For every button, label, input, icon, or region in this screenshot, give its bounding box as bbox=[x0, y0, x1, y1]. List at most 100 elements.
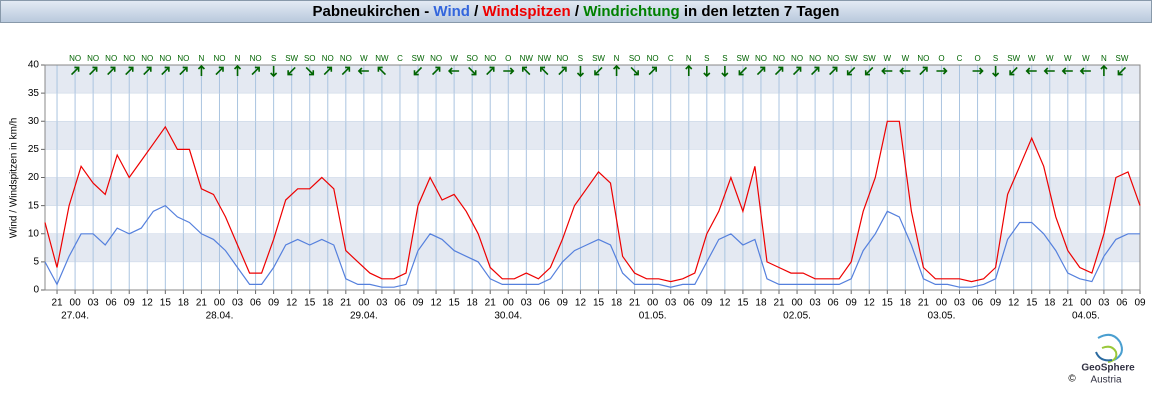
wind-direction-label: SO bbox=[304, 54, 316, 63]
wind-direction-label: S bbox=[722, 54, 727, 63]
x-tick-label: 18 bbox=[322, 298, 334, 309]
logo-text: Austria bbox=[1090, 375, 1122, 386]
wind-direction-label: NO bbox=[123, 54, 135, 63]
wind-arrow bbox=[377, 66, 387, 76]
x-tick-label: 12 bbox=[719, 298, 731, 309]
x-tick-label: 06 bbox=[106, 298, 118, 309]
wind-direction-label: SW bbox=[1007, 54, 1020, 63]
x-tick-label: 03 bbox=[665, 298, 677, 309]
x-tick-label: 12 bbox=[142, 298, 154, 309]
wind-direction-label: NO bbox=[917, 54, 929, 63]
y-axis-label: Wind / Windspitzen in km/h bbox=[9, 118, 20, 239]
wind-arrow bbox=[503, 67, 515, 75]
x-tick-label: 06 bbox=[972, 298, 984, 309]
date-label: 28.04. bbox=[206, 311, 234, 322]
x-tick-label: 09 bbox=[412, 298, 424, 309]
wind-direction-label: SW bbox=[285, 54, 298, 63]
wind-direction-label: W bbox=[450, 54, 458, 63]
date-label: 04.05. bbox=[1072, 311, 1100, 322]
wind-arrow bbox=[774, 66, 784, 76]
wind-direction-label: SW bbox=[592, 54, 605, 63]
wind-arrow bbox=[899, 67, 911, 75]
chart-title: Pabneukirchen - Wind / Windspitzen / Win… bbox=[313, 3, 840, 20]
wind-direction-label: NO bbox=[647, 54, 659, 63]
wind-arrow bbox=[972, 67, 984, 75]
wind-arrow bbox=[756, 66, 766, 76]
x-tick-label: 15 bbox=[1026, 298, 1038, 309]
x-tick-label: 18 bbox=[900, 298, 912, 309]
wind-direction-label: W bbox=[1082, 54, 1090, 63]
wind-arrow bbox=[936, 67, 948, 75]
wind-arrow bbox=[468, 66, 477, 76]
y-tick-label: 30 bbox=[28, 116, 40, 127]
wind-direction-label: SO bbox=[466, 54, 478, 63]
wind-arrow bbox=[721, 66, 729, 78]
wind-direction-label: SW bbox=[1116, 54, 1129, 63]
wind-arrow bbox=[576, 66, 585, 78]
y-tick-label: 0 bbox=[33, 285, 39, 296]
date-label: 02.05. bbox=[783, 311, 811, 322]
x-tick-label: 15 bbox=[737, 298, 749, 309]
wind-direction-label: N bbox=[235, 54, 241, 63]
logo-text: GeoSphere bbox=[1081, 363, 1135, 374]
wind-arrow bbox=[287, 66, 296, 76]
x-tick-label: 00 bbox=[791, 298, 803, 309]
wind-direction-label: S bbox=[704, 54, 709, 63]
wind-arrow bbox=[1009, 66, 1018, 76]
line-1 bbox=[44, 204, 1140, 288]
y-tick-label: 15 bbox=[28, 200, 40, 211]
wind-arrow bbox=[738, 66, 748, 76]
wind-arrow bbox=[846, 66, 856, 76]
x-tick-label: 03 bbox=[376, 298, 388, 309]
date-label: 27.04. bbox=[61, 311, 89, 322]
wind-arrow bbox=[992, 66, 1000, 78]
wind-direction-label: NO bbox=[791, 54, 803, 63]
x-tick-label: 00 bbox=[503, 298, 515, 309]
wind-direction-label: N bbox=[614, 54, 620, 63]
wind-arrow bbox=[143, 66, 152, 76]
date-label: 30.04. bbox=[494, 311, 522, 322]
date-label: 01.05. bbox=[639, 311, 667, 322]
grid-band bbox=[45, 65, 1140, 94]
x-tick-label: 15 bbox=[304, 298, 316, 309]
wind-direction-label: W bbox=[360, 54, 368, 63]
x-tick-label: 12 bbox=[1008, 298, 1020, 309]
x-tick-label: 03 bbox=[954, 298, 966, 309]
wind-arrow bbox=[197, 64, 205, 76]
x-tick-label: 06 bbox=[250, 298, 262, 309]
wind-direction-label: SW bbox=[845, 54, 858, 63]
x-tick-label: 21 bbox=[485, 298, 497, 309]
wind-arrow bbox=[251, 66, 260, 76]
wind-direction-label: NO bbox=[105, 54, 117, 63]
wind-arrow bbox=[648, 66, 658, 76]
wind-arrow bbox=[447, 67, 460, 75]
wind-direction-label: O bbox=[505, 54, 511, 63]
wind-direction-label: N bbox=[686, 54, 692, 63]
wind-direction-label: NO bbox=[177, 54, 189, 63]
x-tick-label: 18 bbox=[755, 298, 767, 309]
wind-direction-label: S bbox=[578, 54, 583, 63]
wind-direction-label: NW bbox=[520, 54, 534, 63]
wind-direction-label: O bbox=[938, 54, 944, 63]
wind-direction-label: S bbox=[271, 54, 276, 63]
wind-direction-label: NO bbox=[430, 54, 442, 63]
wind-direction-label: NO bbox=[484, 54, 496, 63]
wind-arrow bbox=[1061, 67, 1073, 75]
wind-arrow bbox=[486, 66, 495, 76]
wind-arrow bbox=[630, 66, 639, 76]
x-tick-label: 00 bbox=[1080, 298, 1092, 309]
x-tick-label: 15 bbox=[449, 298, 461, 309]
wind-direction-label: C bbox=[957, 54, 963, 63]
x-tick-label: 21 bbox=[340, 298, 352, 309]
x-tick-label: 09 bbox=[124, 298, 136, 309]
wind-direction-label: NO bbox=[340, 54, 352, 63]
x-tick-label: 15 bbox=[882, 298, 894, 309]
wind-direction-label: O bbox=[974, 54, 980, 63]
wind-arrow bbox=[881, 67, 893, 75]
wind-arrow bbox=[161, 66, 170, 76]
x-tick-label: 09 bbox=[701, 298, 713, 309]
y-tick-label: 25 bbox=[28, 144, 40, 155]
wind-arrow bbox=[357, 67, 369, 75]
wind-arrow bbox=[1043, 67, 1055, 75]
